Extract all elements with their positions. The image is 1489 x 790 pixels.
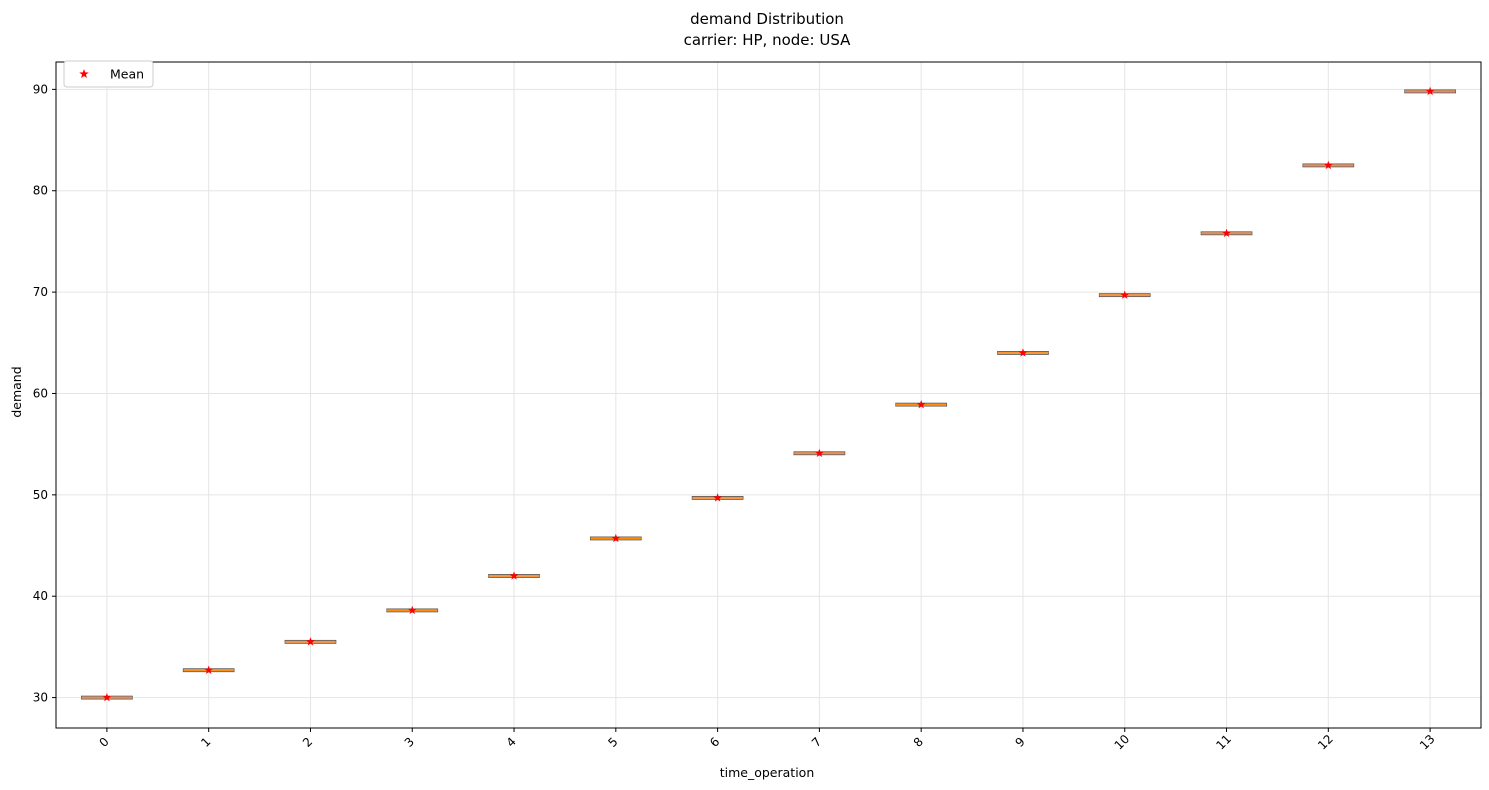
y-axis-label: demand (9, 366, 24, 417)
plot-frame (55, 61, 1482, 729)
x-tick-label: 5 (605, 735, 620, 750)
legend-label-mean: Mean (110, 67, 144, 82)
legend-box (63, 60, 154, 88)
mean-marker (1120, 290, 1130, 299)
y-tick-label: 50 (33, 488, 48, 502)
mean-marker (611, 533, 621, 543)
chart-title: demand Distribution (690, 10, 844, 28)
mean-marker (509, 571, 519, 580)
y-tick-label: 70 (33, 285, 48, 299)
y-tick-label: 60 (33, 386, 48, 400)
x-tick-label: 13 (1417, 732, 1438, 753)
mean-marker (102, 692, 112, 702)
y-tick-label: 30 (33, 691, 48, 705)
grid-layer (56, 62, 1481, 728)
mean-marker (306, 637, 315, 646)
legend: Mean (63, 60, 154, 88)
mean-marker (204, 665, 214, 674)
mean-marker (815, 448, 824, 458)
mean-marker (1018, 348, 1028, 357)
y-tick-label: 40 (33, 589, 48, 603)
mean-marker (916, 400, 926, 409)
legend-mean-marker (79, 69, 89, 79)
chart-subtitle: carrier: HP, node: USA (684, 31, 852, 49)
x-tick-label: 4 (504, 735, 519, 750)
y-tick-label: 80 (33, 184, 48, 198)
box-layer (81, 86, 1456, 702)
x-tick-label: 6 (707, 735, 722, 750)
mean-marker (1425, 86, 1435, 96)
mean-marker (407, 605, 417, 615)
x-tick-label: 9 (1012, 735, 1027, 750)
x-tick-label: 3 (402, 735, 417, 750)
x-tick-label: 10 (1112, 732, 1133, 753)
x-tick-label: 7 (809, 735, 824, 750)
x-tick-label: 2 (300, 735, 315, 750)
mean-marker (713, 493, 722, 502)
x-tick-label: 1 (198, 735, 213, 750)
x-axis-label: time_operation (720, 765, 815, 780)
mean-marker (1323, 160, 1333, 170)
y-tick-label: 90 (33, 82, 48, 96)
x-tick-label: 8 (911, 735, 926, 750)
x-tick-label: 0 (96, 735, 111, 750)
x-tick-label: 12 (1315, 732, 1336, 753)
mean-marker (1222, 228, 1231, 238)
x-tick-label: 11 (1213, 732, 1234, 753)
